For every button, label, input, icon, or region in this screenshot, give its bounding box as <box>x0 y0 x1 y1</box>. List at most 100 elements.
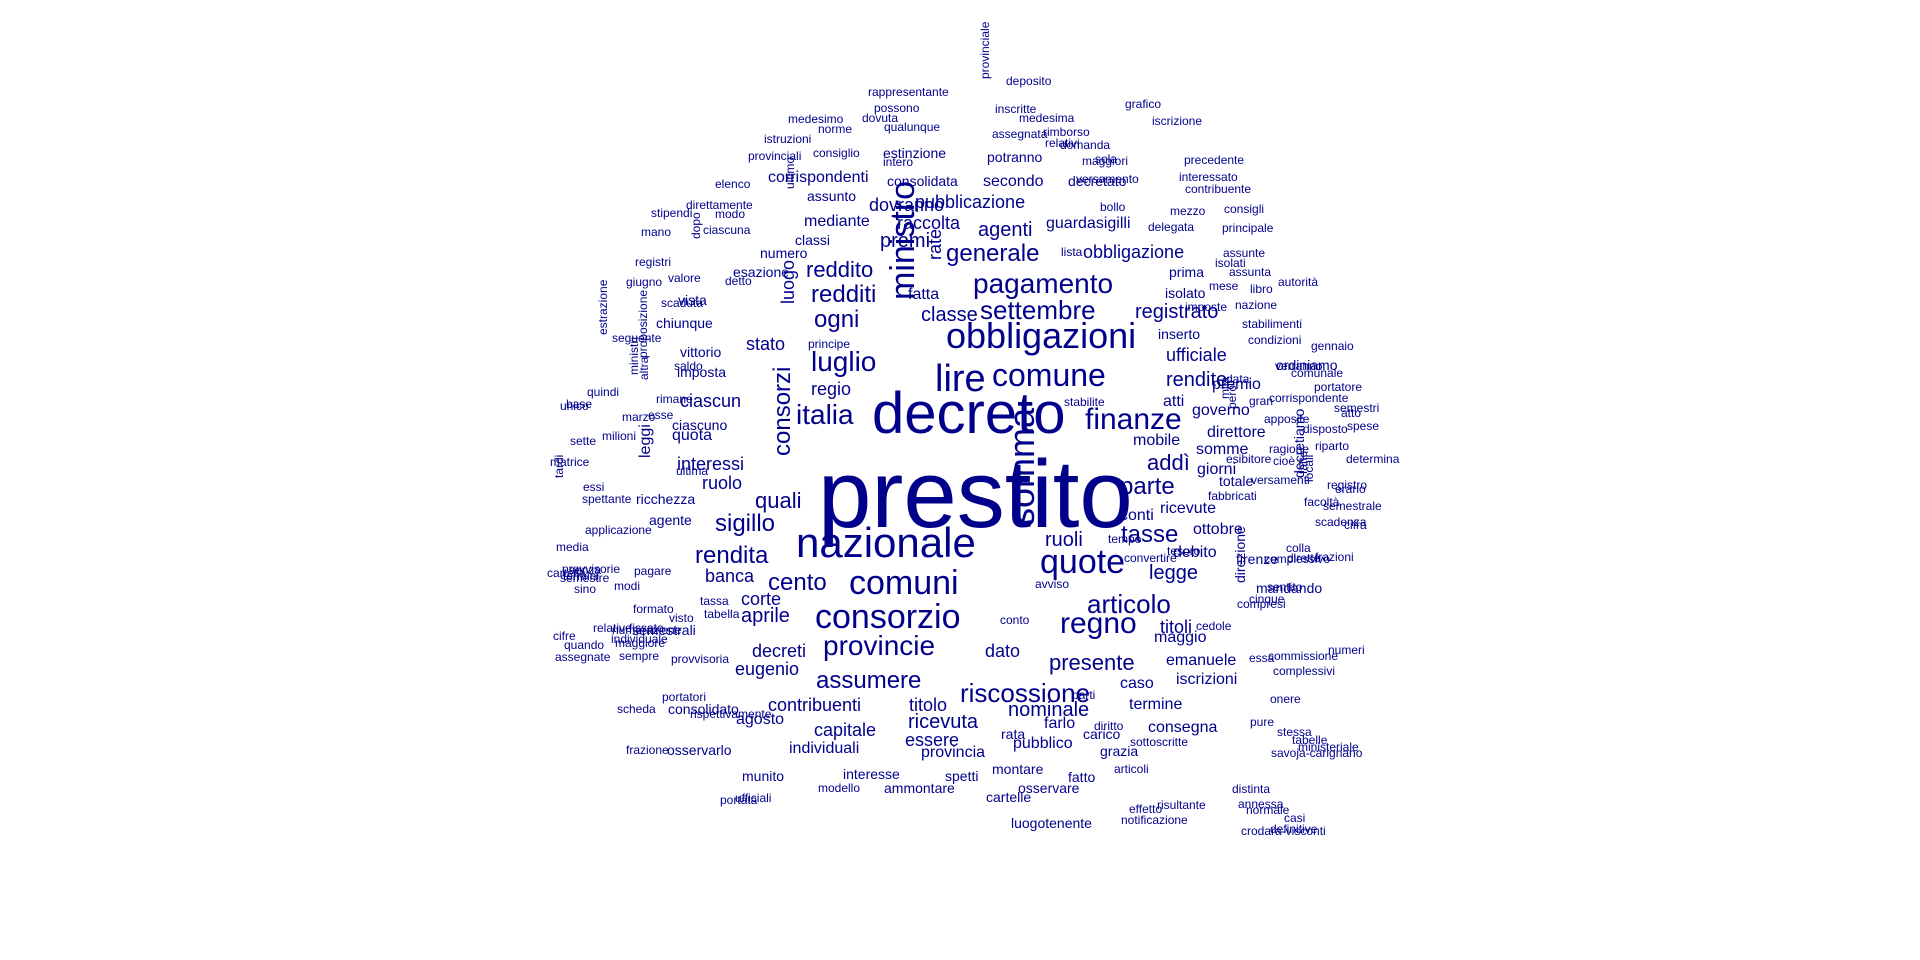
word: ottobre <box>1193 521 1243 538</box>
word: dovranno <box>869 195 945 215</box>
word: estinzione <box>883 145 947 161</box>
word: cinque <box>1249 592 1285 606</box>
word: stato <box>746 334 786 354</box>
word: disposto <box>1303 422 1348 436</box>
word: qualunque <box>884 120 941 134</box>
word: cartella <box>547 566 586 580</box>
word: provinciale <box>978 21 992 79</box>
word: totale <box>1219 473 1254 489</box>
word: atti <box>1163 393 1185 410</box>
word: nominale <box>1008 699 1090 721</box>
word: consolidato <box>668 701 739 717</box>
word: osservare <box>1018 780 1080 796</box>
word: sette <box>570 434 597 448</box>
word: osservarlo <box>667 742 732 758</box>
word: ciascun <box>680 391 742 411</box>
word: normale <box>1246 803 1290 817</box>
word: ragione <box>1269 442 1310 456</box>
word: capitale <box>814 720 877 740</box>
word: numero <box>760 245 808 261</box>
word: ricevute <box>1160 500 1217 517</box>
word: frazioni <box>1315 550 1354 564</box>
word: principe <box>808 337 851 351</box>
word: sino <box>574 582 597 596</box>
word: lista <box>1061 245 1083 259</box>
word: precedente <box>1184 153 1245 167</box>
word: contribuente <box>1185 182 1252 196</box>
word: modello <box>818 781 861 795</box>
word: iscrizione <box>1152 114 1203 128</box>
word: norme <box>818 122 853 136</box>
word: governo <box>1192 402 1250 419</box>
word: fissato <box>629 621 664 635</box>
word: articolo <box>1087 589 1171 619</box>
word: giugno <box>626 275 663 289</box>
word: rimborso <box>1043 125 1090 139</box>
word: inscritte <box>995 102 1037 116</box>
word: nazione <box>1235 298 1278 312</box>
word: sottoscritte <box>1130 735 1189 749</box>
word: onere <box>1270 692 1301 706</box>
word: ufficiale <box>1166 345 1227 365</box>
word: rate <box>925 228 945 260</box>
word: consorzi <box>769 366 796 456</box>
word: senza <box>569 563 602 577</box>
word: istruzioni <box>764 132 812 146</box>
word: provinciali <box>748 149 802 163</box>
word: classe <box>921 304 978 326</box>
word: termine <box>1129 696 1183 713</box>
word: rendita <box>695 542 769 569</box>
word: assegnate <box>555 650 611 664</box>
word: ultimo <box>783 156 797 189</box>
word: riparto <box>1315 439 1350 453</box>
word: addì <box>1147 450 1190 475</box>
word: formato <box>633 602 674 616</box>
word: premi <box>880 230 931 252</box>
word: rappresentante <box>868 85 949 99</box>
word: marzo <box>622 410 656 424</box>
word: ruolo <box>702 473 743 493</box>
word: possono <box>874 101 920 115</box>
word: pubblico <box>1013 735 1073 752</box>
word: secondo <box>983 173 1044 190</box>
word: tassa <box>700 594 729 608</box>
word: rispettivamente <box>690 707 772 721</box>
word: caso <box>1120 675 1154 692</box>
word: quote <box>1040 543 1126 581</box>
word: data <box>1226 372 1250 386</box>
word: redditi <box>811 281 877 308</box>
word: direttore <box>1207 424 1266 441</box>
word: termini <box>563 569 600 583</box>
word: essere <box>905 730 960 750</box>
word: valore <box>668 271 701 285</box>
word: erario <box>1335 482 1366 496</box>
word: scheda <box>617 702 656 716</box>
word: conto <box>1000 613 1030 627</box>
word: portata <box>720 793 758 807</box>
word: milioni <box>602 429 637 443</box>
word: mese <box>1209 279 1239 293</box>
word: medesimo <box>788 112 844 126</box>
word: registri <box>635 255 672 269</box>
word: quando <box>564 638 605 652</box>
word: domanda <box>1060 138 1111 152</box>
word: interessi <box>677 454 745 474</box>
word: rata <box>1001 726 1026 742</box>
word: direzione <box>1232 526 1248 583</box>
word: dirette <box>1287 551 1321 565</box>
word: detto <box>725 274 752 288</box>
word: pagamento <box>973 268 1114 299</box>
word: assegnata <box>992 127 1048 141</box>
word: tesoro <box>1167 544 1201 558</box>
word: corte <box>741 589 782 609</box>
word: pubblicazione <box>915 192 1026 212</box>
word: stabilite <box>1064 395 1105 409</box>
word: crodara-visconti <box>1241 824 1326 838</box>
word: titoli <box>1160 617 1193 637</box>
word: cento <box>768 569 827 596</box>
word: reddito <box>806 257 874 282</box>
word: commissione <box>1268 649 1339 663</box>
word: luglio <box>811 346 877 377</box>
word: quota <box>672 427 713 444</box>
word: parti <box>1072 688 1096 702</box>
